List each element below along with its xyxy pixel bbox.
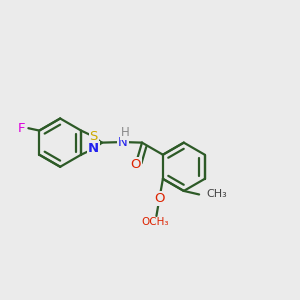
Text: F: F [17,122,25,135]
Text: O: O [130,158,141,171]
Text: CH₃: CH₃ [206,189,227,199]
Text: H: H [121,126,130,139]
Text: O: O [154,192,165,206]
Text: OCH₃: OCH₃ [141,218,169,227]
Text: N: N [118,136,128,148]
Text: N: N [88,142,99,155]
Text: S: S [90,130,98,143]
